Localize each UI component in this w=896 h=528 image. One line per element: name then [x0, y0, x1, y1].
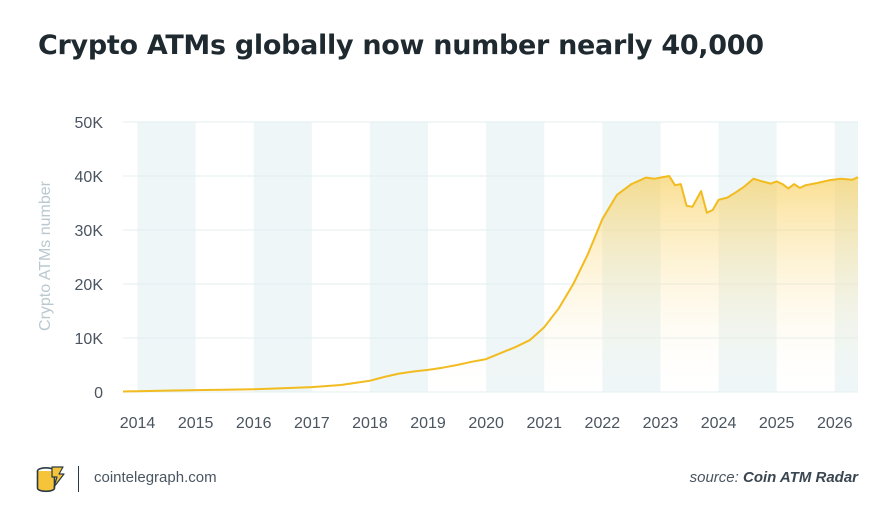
x-tick-label: 2018	[352, 415, 388, 432]
year-band-2018	[369, 122, 429, 392]
year-band-2014	[137, 122, 196, 392]
y-tick-label: 20K	[75, 277, 104, 294]
x-tick-label: 2025	[759, 415, 795, 432]
x-tick-label: 2019	[410, 415, 446, 432]
source-label: source:	[689, 469, 739, 486]
source-name: Coin ATM Radar	[743, 469, 858, 486]
cointelegraph-logo-icon	[35, 465, 65, 493]
year-band-2016	[253, 122, 312, 392]
x-tick-label: 2020	[468, 415, 504, 432]
area-layer	[123, 176, 858, 392]
footer-site-link[interactable]: cointelegraph.com	[94, 469, 217, 486]
y-tick-label: 10K	[75, 331, 104, 348]
y-axis: 0 10K 20K 30K 40K 50K	[75, 115, 104, 402]
footer-source: source: Coin ATM Radar	[690, 469, 858, 486]
x-tick-label: 2026	[817, 415, 853, 432]
x-tick-label: 2016	[236, 415, 272, 432]
y-tick-label: 0	[94, 385, 103, 402]
series-line	[122, 175, 859, 393]
x-tick-label: 2023	[643, 415, 679, 432]
y-axis-label: Crypto ATMs number	[37, 180, 54, 331]
series-area	[123, 176, 858, 392]
x-tick-label: 2015	[178, 415, 214, 432]
x-tick-label: 2024	[701, 415, 737, 432]
x-tick-label: 2017	[294, 415, 330, 432]
footer-separator	[78, 466, 79, 492]
chart-title: Crypto ATMs globally now number nearly 4…	[38, 30, 764, 61]
y-tick-label: 50K	[75, 115, 104, 132]
line-layer	[122, 175, 859, 393]
x-tick-label: 2021	[526, 415, 562, 432]
x-tick-label: 2014	[120, 415, 156, 432]
y-tick-label: 40K	[75, 169, 104, 186]
x-axis: 2014 2015 2016 2017 2018 2019 2020 2021 2022 2023…	[120, 415, 853, 432]
x-tick-label: 2022	[585, 415, 621, 432]
y-tick-label: 30K	[75, 223, 104, 240]
